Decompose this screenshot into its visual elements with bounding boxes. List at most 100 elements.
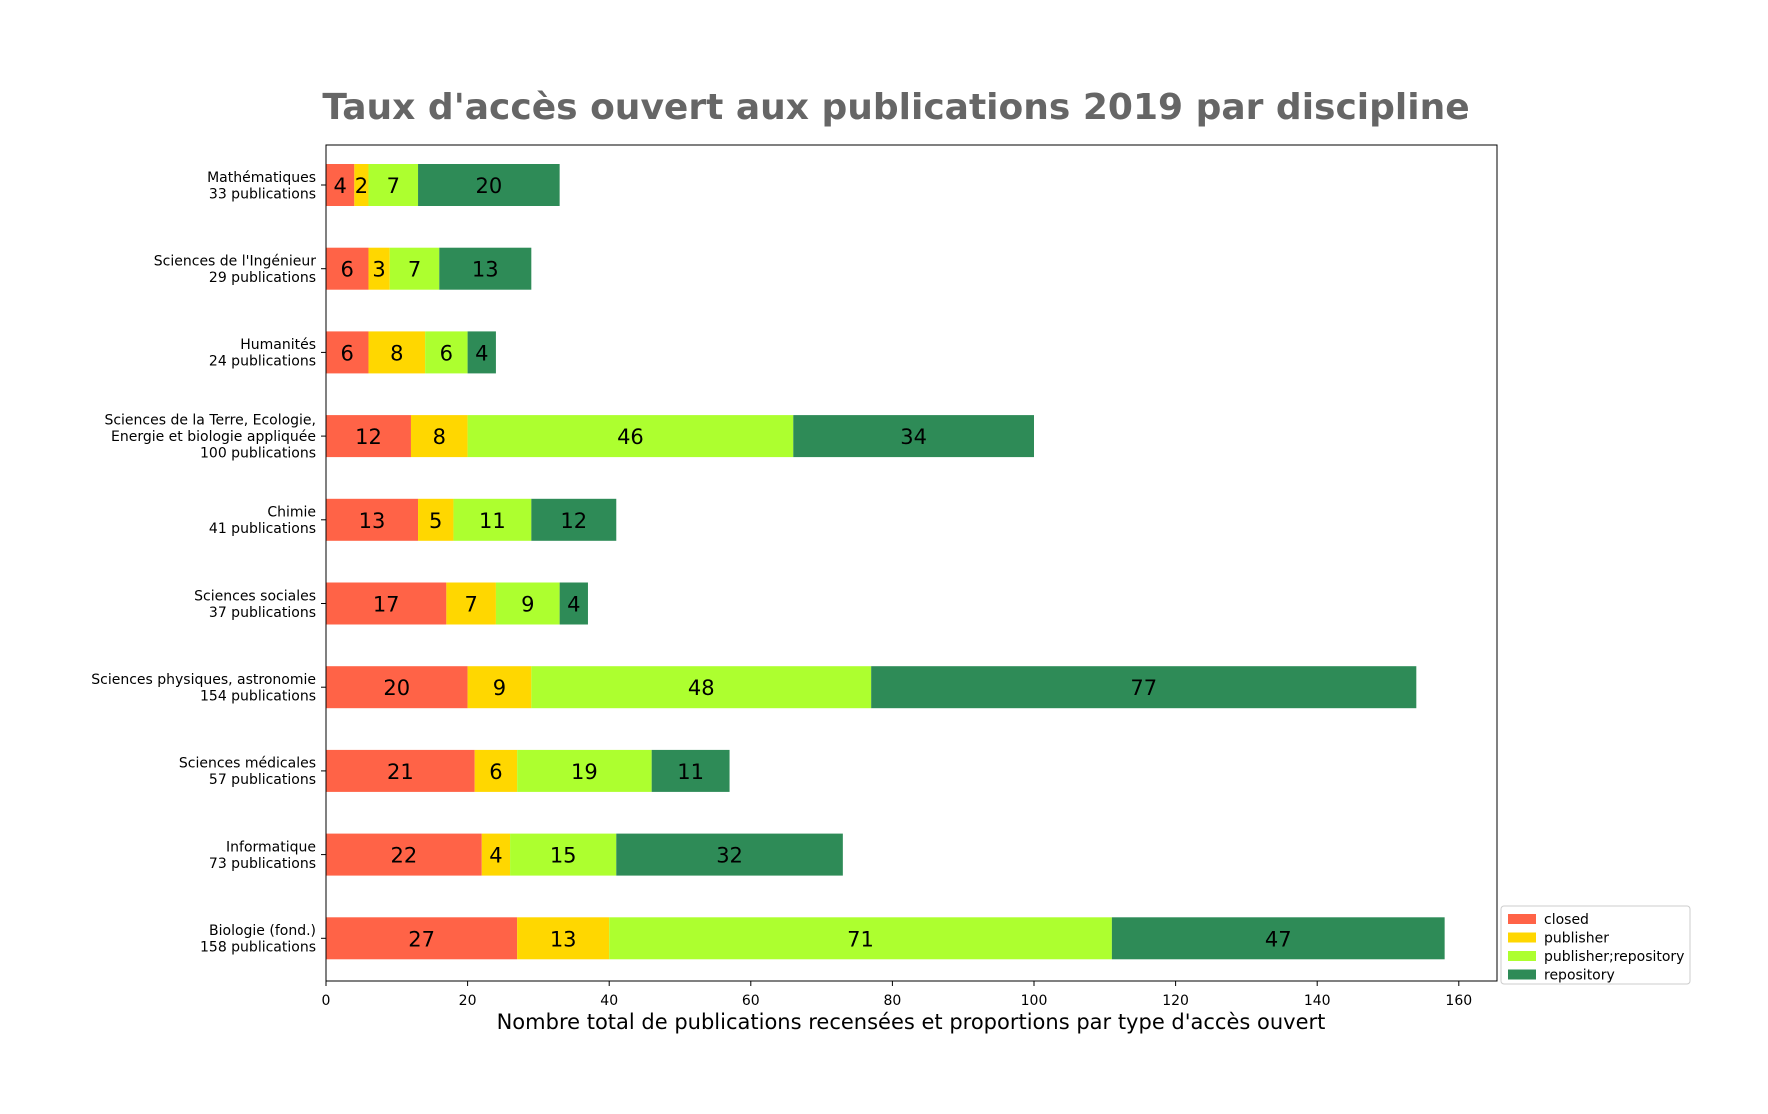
bar-value-label: 13: [550, 927, 577, 951]
bar-segment-publisher: [418, 498, 454, 541]
bar-value-label: 47: [1265, 927, 1292, 951]
category-label: 73 publications: [209, 856, 316, 872]
x-axis: 0 20 40 60 80 100 120 140 160: [322, 981, 1472, 1009]
legend-swatch: [1508, 932, 1536, 943]
bar-segment-publisher: [368, 247, 390, 290]
bar-segment-closed: [326, 247, 369, 290]
category-label: Sciences de l'Ingénieur: [154, 253, 316, 269]
bar-segment-closed: [326, 666, 468, 709]
bar-value-label: 13: [359, 509, 386, 533]
bar-segment-repository: [793, 415, 1034, 458]
category-label: 158 publications: [200, 940, 316, 956]
bar-value-label: 7: [408, 258, 421, 282]
bar-value-label: 77: [1130, 676, 1157, 700]
bars-layer: [326, 164, 1445, 960]
category-label: Humanités: [240, 337, 316, 353]
bar-segment-publisher-repository: [510, 833, 617, 876]
category-label: 29 publications: [209, 270, 316, 286]
category-label: 57 publications: [209, 772, 316, 788]
bar-value-label: 9: [521, 593, 534, 617]
bar-segment-publisher-repository: [531, 666, 872, 709]
bar-segment-publisher-repository: [609, 917, 1112, 960]
bar-segment-repository: [467, 331, 496, 374]
bar-value-label: 20: [475, 174, 502, 198]
bar-value-label: 11: [479, 509, 506, 533]
legend-entry-label: publisher;repository: [1544, 949, 1684, 965]
bar-segment-closed: [326, 164, 355, 206]
bar-segment-publisher-repository: [389, 247, 440, 290]
legend: closed publisher publisher;repository repos…: [1500, 905, 1691, 985]
x-tick-label: 0: [322, 993, 331, 1009]
bar-value-label: 71: [847, 927, 874, 951]
x-tick-label: 80: [883, 993, 901, 1009]
category-label: Chimie: [267, 505, 316, 521]
legend-entry-label: publisher: [1544, 931, 1609, 947]
bar-value-label: 34: [900, 425, 927, 449]
category-label: 24 publications: [209, 354, 316, 370]
bar-segment-repository: [531, 498, 617, 541]
legend-swatch: [1508, 951, 1536, 961]
category-label: 154 publications: [200, 688, 316, 704]
chart-title: Taux d'accès ouvert aux publications 201…: [322, 87, 1469, 128]
category-label: Sciences physiques, astronomie: [91, 672, 316, 688]
bar-segment-publisher: [354, 164, 369, 206]
bar-segment-closed: [326, 331, 369, 374]
legend-swatch: [1508, 914, 1536, 924]
bar-segment-closed: [326, 498, 419, 541]
bar-value-label: 19: [571, 760, 598, 784]
bar-value-label: 4: [489, 844, 502, 868]
bar-value-label: 12: [560, 509, 587, 533]
x-tick-label: 100: [1021, 993, 1048, 1009]
category-label: Mathématiques: [207, 170, 316, 186]
category-label: Sciences médicales: [179, 756, 316, 772]
bar-segment-closed: [326, 582, 447, 625]
bar-segment-publisher: [467, 666, 532, 709]
bar-segment-publisher: [481, 833, 511, 876]
bar-value-label: 2: [355, 174, 368, 198]
category-label: Energie et biologie appliquée: [111, 429, 316, 445]
legend-entry-label: repository: [1544, 968, 1615, 984]
plot-area-frame: [325, 144, 1498, 982]
bar-value-label: 21: [387, 760, 414, 784]
category-label: 100 publications: [200, 446, 316, 462]
bar-value-label: 7: [464, 593, 477, 617]
bar-segment-repository: [616, 833, 843, 876]
x-tick-label: 60: [742, 993, 760, 1009]
bar-segment-repository: [651, 749, 730, 792]
bar-segment-publisher: [446, 582, 496, 625]
bar-segment-publisher: [368, 331, 426, 374]
x-tick-label: 160: [1445, 993, 1472, 1009]
bar-value-label: 9: [493, 676, 506, 700]
x-tick-label: 40: [600, 993, 618, 1009]
bar-value-label: 4: [475, 341, 488, 365]
bar-value-label: 6: [341, 258, 354, 282]
bar-segment-publisher: [474, 749, 518, 792]
bar-segment-closed: [326, 917, 518, 960]
bar-value-label: 8: [390, 341, 403, 365]
x-tick-label: 120: [1162, 993, 1189, 1009]
bar-value-label: 5: [429, 509, 442, 533]
legend-entry-label: closed: [1544, 912, 1589, 928]
bar-segment-publisher-repository: [368, 164, 419, 206]
bar-segment-publisher-repository: [425, 331, 468, 374]
bar-value-label: 27: [408, 927, 435, 951]
bar-segment-publisher: [517, 917, 610, 960]
bar-value-label: 4: [567, 593, 580, 617]
bar-value-label: 8: [433, 425, 446, 449]
bar-segment-publisher-repository: [467, 415, 794, 458]
bar-segment-publisher-repository: [517, 749, 652, 792]
x-tick-label: 140: [1304, 993, 1331, 1009]
bar-segment-closed: [326, 833, 482, 876]
bar-value-label: 4: [333, 174, 346, 198]
bar-segment-repository: [418, 164, 560, 206]
bar-value-label: 22: [391, 844, 418, 868]
bar-segment-repository: [1111, 917, 1445, 960]
bar-segment-closed: [326, 415, 411, 458]
bar-segment-publisher: [410, 415, 468, 458]
bar-segment-repository: [871, 666, 1417, 709]
bar-value-label: 48: [688, 676, 715, 700]
bar-value-label: 6: [341, 341, 354, 365]
legend-swatch: [1508, 969, 1536, 980]
